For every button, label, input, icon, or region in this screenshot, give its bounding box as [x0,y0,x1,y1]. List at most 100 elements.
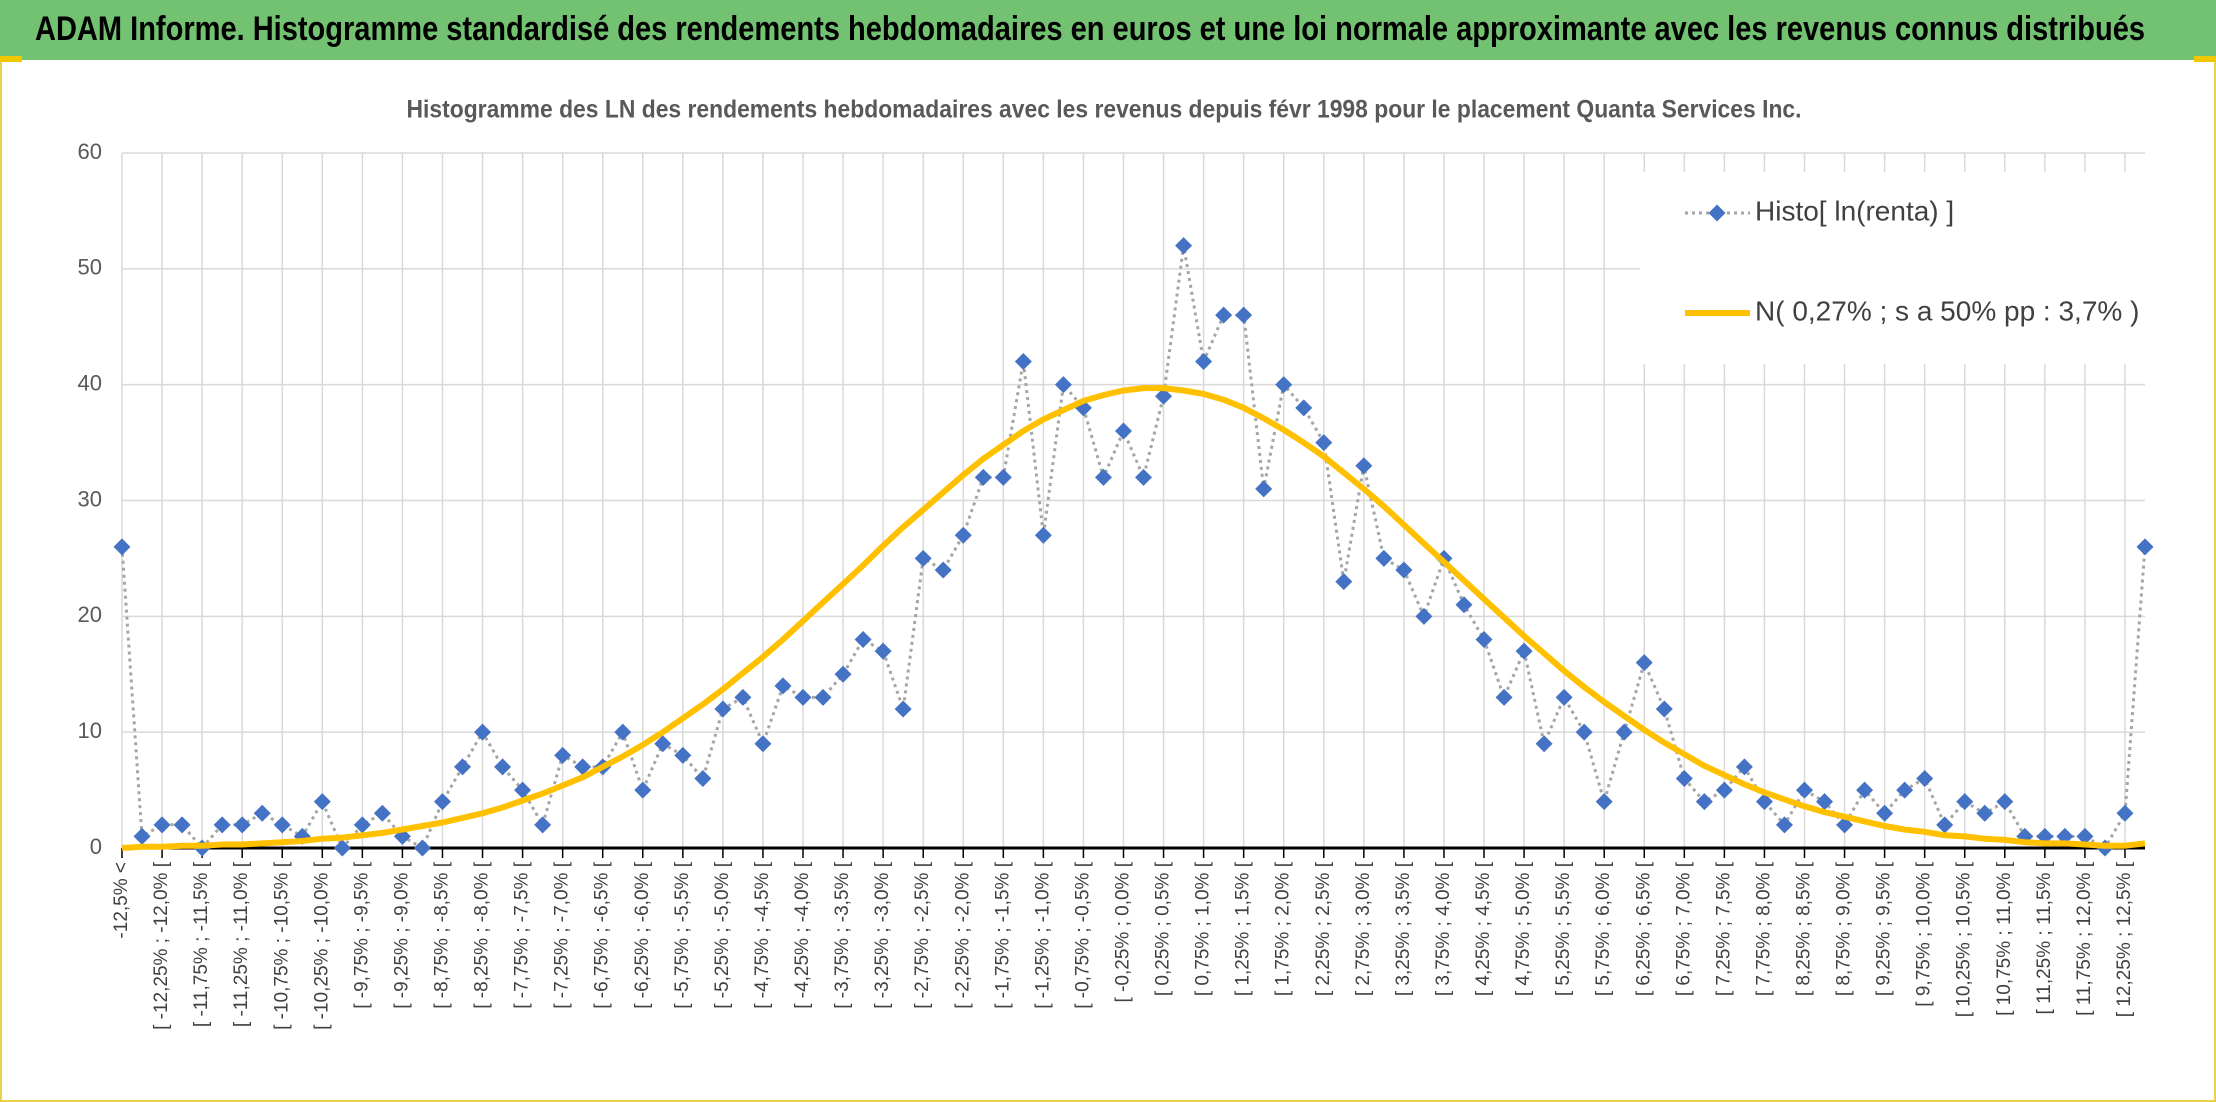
legend-label: N( 0,27% ; s a 50% pp : 3,7% ) [1755,295,2139,326]
marker [1675,770,1693,787]
marker [574,758,592,776]
marker [1114,422,1132,440]
marker [1094,468,1112,486]
x-tick-label: [ -12,25% ; -12,0% [ [151,861,172,1030]
marker [954,526,972,544]
marker [1235,306,1253,324]
x-tick-label: [ -4,25% ; -4,0% [ [792,861,813,1009]
marker [313,793,331,811]
series-line [121,385,2146,851]
marker [2076,827,2094,845]
x-tick-label: [ -1,25% ; -1,0% [ [1032,861,1053,1009]
marker [714,700,732,718]
marker [894,700,912,718]
x-tick-label: [ -2,75% ; -2,5% [ [912,861,933,1009]
marker [1295,399,1313,417]
marker [874,642,892,660]
marker [1335,573,1353,591]
marker [754,735,772,753]
marker [1896,781,1914,799]
x-tick-label: [ 7,75% ; 8,0% [ [1753,861,1774,996]
series-line [120,245,2147,851]
x-tick-label: [ 1,25% ; 1,5% [ [1233,861,1254,996]
marker [1695,793,1713,811]
marker [1816,793,1834,811]
marker [1515,642,1533,660]
x-tick-label: [ -2,25% ; -2,0% [ [952,861,973,1009]
x-tick-label: [ -10,25% ; -10,0% [ [311,861,332,1030]
chart-title: Histogramme des LN des rendements hebdom… [407,96,1802,124]
x-tick-label: [ -7,25% ; -7,0% [ [552,861,573,1009]
marker [1495,688,1513,706]
marker [1315,434,1333,452]
marker [834,665,852,683]
legend-box [1640,172,2150,364]
marker [1775,816,1793,834]
x-tick-label: [ -5,25% ; -5,0% [ [712,861,733,1009]
marker [1455,596,1473,614]
x-tick-label: [ 9,25% ; 9,5% [ [1874,861,1895,996]
marker [694,770,712,787]
marker [373,804,391,822]
x-tick-label: [ 12,25% ; 12,5% [ [2114,861,2135,1017]
marker [534,816,552,834]
x-tick-label: [ -10,75% ; -10,5% [ [271,861,292,1030]
x-tick-label: [ -7,75% ; -7,5% [ [512,861,533,1009]
page-title: ADAM Informe. Histogramme standardisé de… [35,10,2145,48]
x-tick-label: [ 5,75% ; 6,0% [ [1593,861,1614,996]
marker [133,827,151,845]
header-corner [2194,56,2216,62]
marker [1195,353,1213,370]
marker [1475,631,1493,648]
marker [1555,688,1573,706]
x-tick-label: [ 0,25% ; 0,5% [ [1153,861,1174,996]
marker [1155,387,1173,405]
marker [734,688,752,706]
marker [213,816,231,834]
marker [974,468,992,486]
y-tick-label: 30 [78,486,102,511]
x-tick-label: [ -6,75% ; -6,5% [ [592,861,613,1009]
marker [1575,723,1593,741]
marker [1876,804,1894,822]
marker [1135,468,1153,486]
marker [1936,816,1954,834]
x-tick-label: [ 4,25% ; 4,5% [ [1473,861,1494,996]
y-tick-label: 40 [78,370,102,395]
x-tick-label: [ 4,75% ; 5,0% [ [1513,861,1534,996]
x-tick-label: -12,5% < [111,862,132,939]
x-tick-label: [ -9,75% ; -9,5% [ [351,861,372,1009]
marker [1655,700,1673,718]
marker [1976,804,1994,822]
marker [1996,793,2014,811]
marker [494,758,512,776]
x-tick-label: [ 10,75% ; 11,0% [ [1994,861,2015,1016]
marker [634,781,652,799]
y-tick-label: 50 [78,255,102,280]
x-tick-label: [ 3,25% ; 3,5% [ [1393,861,1414,996]
y-tick-label: 0 [90,834,102,859]
marker [273,816,291,834]
x-tick-label: [ 6,25% ; 6,5% [ [1633,861,1654,996]
x-tick-label: [ 2,25% ; 2,5% [ [1313,861,1334,996]
marker [1054,376,1072,394]
x-tick-label: [ 9,75% ; 10,0% [ [1914,861,1935,1006]
x-tick-label: [ 1,75% ; 2,0% [ [1273,861,1294,996]
y-tick-label: 60 [78,139,102,164]
x-tick-label: [ -3,75% ; -3,5% [ [832,861,853,1009]
marker [2116,804,2134,822]
x-tick-label: [ -4,75% ; -4,5% [ [752,861,773,1009]
marker [1956,793,1974,811]
legend-label: Histo[ ln(renta) ] [1755,195,1954,226]
marker [153,816,171,834]
marker [1415,607,1433,625]
header-corner [0,56,22,62]
marker [1755,793,1773,811]
x-tick-label: [ 6,75% ; 7,0% [ [1673,861,1694,996]
marker [1275,376,1293,394]
x-tick-label: [ -11,75% ; -11,5% [ [191,861,212,1027]
marker [854,631,872,648]
x-tick-label: [ -8,75% ; -8,5% [ [431,861,452,1009]
x-tick-label: [ -8,25% ; -8,0% [ [472,861,493,1009]
